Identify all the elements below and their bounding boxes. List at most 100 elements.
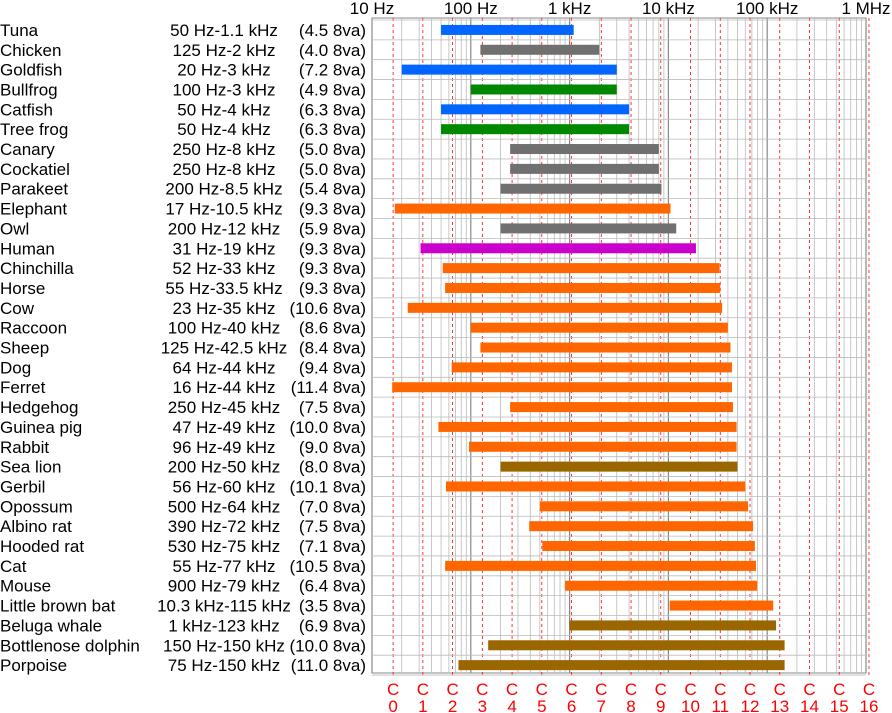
- range-label: 50 Hz-1.1 kHz: [170, 21, 278, 40]
- range-bar: [480, 44, 600, 55]
- animal-label: Sea lion: [0, 458, 61, 477]
- range-bar: [510, 402, 733, 413]
- note-tick-octave: 1: [418, 697, 427, 713]
- range-label: 16 Hz-44 kHz: [173, 378, 276, 397]
- range-bar: [469, 441, 737, 452]
- range-bar: [500, 461, 738, 472]
- animal-label: Guinea pig: [0, 418, 82, 437]
- range-label: 17 Hz-10.5 kHz: [165, 200, 282, 219]
- note-tick-letter: C: [774, 680, 786, 699]
- note-tick-octave: 15: [830, 697, 849, 713]
- range-bar: [401, 64, 617, 75]
- animal-label: Beluga whale: [0, 616, 102, 635]
- range-label: 31 Hz-19 kHz: [173, 239, 276, 258]
- octave-label: (10.5 8va): [289, 557, 366, 576]
- octave-label: (9.3 8va): [299, 279, 366, 298]
- range-label: 10.3 kHz-115 kHz: [157, 597, 291, 616]
- range-bar: [542, 541, 755, 552]
- octave-label: (4.5 8va): [299, 21, 366, 40]
- note-tick-letter: C: [595, 680, 607, 699]
- animal-label: Bullfrog: [0, 80, 58, 99]
- octave-label: (6.9 8va): [299, 616, 366, 635]
- octave-label: (7.5 8va): [299, 398, 366, 417]
- animal-label: Elephant: [0, 200, 67, 219]
- note-tick-letter: C: [833, 680, 845, 699]
- range-label: 56 Hz-60 kHz: [173, 477, 276, 496]
- octave-label: (8.4 8va): [299, 339, 366, 358]
- note-tick-octave: 12: [741, 697, 760, 713]
- octave-label: (5.4 8va): [299, 180, 366, 199]
- animal-label: Dog: [0, 358, 31, 377]
- range-bar: [510, 163, 659, 174]
- note-tick-letter: C: [744, 680, 756, 699]
- octave-label: (9.3 8va): [299, 200, 366, 219]
- octave-label: (10.6 8va): [289, 299, 366, 318]
- note-tick-letter: C: [684, 680, 696, 699]
- note-tick-octave: 8: [626, 697, 635, 713]
- octave-label: (9.4 8va): [299, 358, 366, 377]
- octave-label: (8.0 8va): [299, 458, 366, 477]
- animal-label: Chinchilla: [0, 259, 74, 278]
- octave-label: (7.2 8va): [299, 61, 366, 80]
- octave-label: (10.0 8va): [289, 636, 366, 655]
- label-layer: Tuna 50 Hz-1.1 kHz (4.5 8va) Chicken 125 Hz-…: [0, 21, 366, 675]
- range-bar: [569, 620, 777, 631]
- axis-layer: C0C1C2C3C4C5C6C7C8C9C10C11C12C13C14C15C1…: [350, 0, 891, 713]
- range-label: 250 Hz-8 kHz: [173, 140, 276, 159]
- range-label: 250 Hz-45 kHz: [168, 398, 280, 417]
- animal-label: Hooded rat: [0, 537, 84, 556]
- octave-label: (4.9 8va): [299, 80, 366, 99]
- range-bar: [470, 322, 728, 333]
- note-tick-letter: C: [536, 680, 548, 699]
- range-label: 250 Hz-8 kHz: [173, 160, 276, 179]
- note-tick-octave: 2: [448, 697, 457, 713]
- octave-label: (4.0 8va): [299, 41, 366, 60]
- animal-label: Ferret: [0, 378, 46, 397]
- animal-label: Parakeet: [0, 180, 68, 199]
- range-label: 530 Hz-75 kHz: [168, 537, 280, 556]
- note-tick-octave: 4: [507, 697, 516, 713]
- note-tick-letter: C: [387, 680, 399, 699]
- octave-label: (8.6 8va): [299, 319, 366, 338]
- range-bar: [392, 382, 732, 393]
- octave-label: (5.9 8va): [299, 219, 366, 238]
- range-bar: [445, 481, 746, 492]
- animal-label: Raccoon: [0, 319, 67, 338]
- octave-label: (7.0 8va): [299, 497, 366, 516]
- octave-label: (7.1 8va): [299, 537, 366, 556]
- note-tick-letter: C: [417, 680, 429, 699]
- note-tick-letter: C: [625, 680, 637, 699]
- range-bar: [451, 362, 732, 373]
- range-label: 200 Hz-12 kHz: [168, 219, 280, 238]
- octave-label: (11.4 8va): [291, 378, 366, 397]
- animal-label: Chicken: [0, 41, 61, 60]
- range-bar: [480, 342, 731, 353]
- octave-label: (9.3 8va): [299, 259, 366, 278]
- animal-label: Sheep: [0, 339, 49, 358]
- note-tick-octave: 6: [567, 697, 576, 713]
- range-label: 64 Hz-44 kHz: [173, 358, 276, 377]
- range-label: 100 Hz-40 kHz: [168, 319, 280, 338]
- octave-label: (3.5 8va): [299, 597, 366, 616]
- range-label: 150 Hz-150 kHz: [163, 636, 285, 655]
- animal-label: Tuna: [0, 21, 39, 40]
- animal-label: Rabbit: [0, 438, 49, 457]
- animal-label: Horse: [0, 279, 45, 298]
- animal-label: Little brown bat: [0, 597, 116, 616]
- octave-label: (7.5 8va): [299, 517, 366, 536]
- animal-label: Canary: [0, 140, 55, 159]
- range-bar: [488, 640, 785, 651]
- note-tick-octave: 10: [681, 697, 700, 713]
- note-tick-letter: C: [565, 680, 577, 699]
- range-label: 52 Hz-33 kHz: [173, 259, 276, 278]
- animal-label: Goldfish: [0, 61, 62, 80]
- animal-label: Cockatiel: [0, 160, 70, 179]
- range-label: 47 Hz-49 kHz: [173, 418, 276, 437]
- note-tick-octave: 16: [860, 697, 879, 713]
- octave-label: (9.3 8va): [299, 239, 366, 258]
- octave-label: (6.4 8va): [299, 577, 366, 596]
- octave-label: (6.3 8va): [299, 120, 366, 139]
- range-bar: [458, 660, 785, 671]
- animal-label: Human: [0, 239, 55, 258]
- range-label: 100 Hz-3 kHz: [173, 80, 276, 99]
